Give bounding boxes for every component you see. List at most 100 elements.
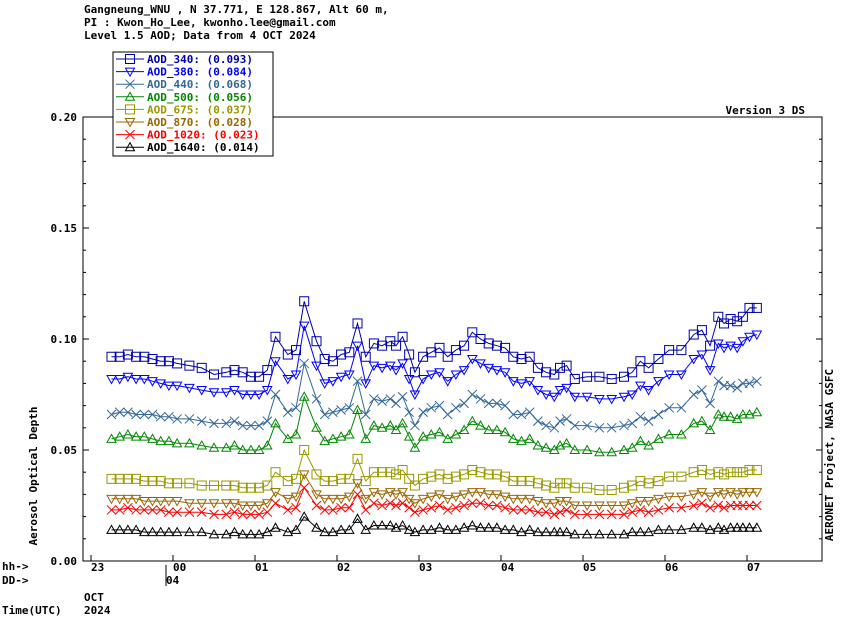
data-point bbox=[697, 385, 707, 395]
data-point bbox=[442, 433, 454, 443]
data-point bbox=[718, 490, 730, 500]
version-label: Version 3 DS bbox=[726, 104, 805, 117]
data-point bbox=[516, 494, 527, 505]
data-point bbox=[626, 499, 638, 509]
data-point bbox=[664, 402, 674, 413]
data-point bbox=[582, 482, 593, 493]
data-point bbox=[475, 488, 486, 498]
data-point bbox=[524, 433, 536, 443]
data-point bbox=[581, 444, 593, 454]
data-point bbox=[163, 478, 174, 489]
data-point bbox=[368, 420, 380, 430]
data-point bbox=[458, 424, 470, 435]
data-point bbox=[751, 464, 762, 475]
data-point bbox=[643, 440, 654, 450]
data-point bbox=[319, 435, 331, 446]
data-point bbox=[344, 473, 355, 484]
data-point bbox=[442, 524, 454, 534]
data-point bbox=[138, 526, 150, 537]
data-point bbox=[508, 505, 519, 515]
data-point bbox=[253, 390, 265, 401]
data-point bbox=[697, 498, 707, 509]
data-point bbox=[220, 499, 232, 509]
y-tick-label: 0.10 bbox=[51, 333, 78, 346]
data-point bbox=[385, 498, 396, 509]
data-point bbox=[483, 338, 494, 349]
data-point bbox=[298, 321, 310, 332]
data-point bbox=[606, 501, 618, 512]
data-point bbox=[131, 505, 141, 515]
data-point bbox=[196, 480, 207, 491]
data-point bbox=[663, 428, 675, 439]
data-point bbox=[725, 314, 736, 325]
data-point bbox=[475, 359, 486, 369]
data-point bbox=[704, 492, 716, 503]
data-point bbox=[336, 473, 347, 484]
data-point bbox=[635, 411, 646, 422]
data-point bbox=[270, 389, 281, 400]
data-point bbox=[282, 494, 294, 505]
data-point bbox=[475, 394, 486, 404]
data-point bbox=[155, 411, 166, 422]
legend-item: AOD_1640: (0.014) bbox=[116, 141, 260, 154]
data-point bbox=[229, 526, 240, 537]
y-axis-label: Aerosol Optical Depth bbox=[27, 406, 40, 545]
data-point bbox=[450, 492, 462, 503]
data-point bbox=[704, 524, 716, 534]
data-point bbox=[327, 433, 339, 443]
data-point bbox=[483, 398, 494, 409]
data-point bbox=[554, 497, 566, 507]
data-point bbox=[290, 428, 302, 439]
data-point bbox=[130, 494, 142, 505]
data-point bbox=[499, 492, 511, 503]
data-point bbox=[718, 524, 730, 534]
data-point bbox=[751, 406, 763, 417]
data-point bbox=[442, 505, 453, 515]
series-line bbox=[111, 486, 757, 515]
data-point bbox=[368, 361, 380, 372]
data-point bbox=[377, 500, 387, 511]
data-point bbox=[155, 497, 167, 507]
data-point bbox=[582, 420, 592, 431]
legend-marker bbox=[125, 129, 135, 140]
hh-row-label: hh-> bbox=[2, 560, 29, 573]
data-point bbox=[569, 420, 580, 431]
data-point bbox=[676, 428, 687, 439]
data-point bbox=[635, 435, 646, 446]
data-point bbox=[172, 358, 183, 369]
data-point bbox=[676, 402, 687, 413]
x-tick-label: 01 bbox=[255, 561, 269, 574]
data-point bbox=[114, 494, 126, 505]
data-point bbox=[508, 476, 519, 487]
data-point bbox=[352, 489, 363, 500]
data-point bbox=[327, 476, 338, 487]
data-point bbox=[196, 526, 208, 537]
data-point bbox=[403, 431, 415, 441]
data-point bbox=[237, 501, 249, 512]
data-point bbox=[500, 342, 511, 353]
data-point bbox=[106, 433, 117, 443]
data-point bbox=[403, 524, 415, 534]
data-point bbox=[676, 524, 687, 534]
data-point bbox=[663, 370, 675, 381]
data-point bbox=[335, 524, 347, 534]
data-point bbox=[561, 497, 572, 507]
data-point bbox=[569, 482, 580, 493]
data-point bbox=[229, 386, 240, 396]
data-point bbox=[524, 407, 535, 418]
data-point bbox=[245, 371, 256, 382]
data-point bbox=[229, 507, 240, 518]
data-point bbox=[532, 478, 543, 489]
data-point bbox=[397, 519, 408, 530]
data-point bbox=[139, 351, 150, 362]
data-point bbox=[664, 471, 675, 482]
data-point bbox=[619, 509, 629, 520]
data-point bbox=[131, 473, 142, 484]
data-point bbox=[555, 416, 565, 426]
data-point bbox=[676, 471, 687, 482]
legend-marker bbox=[125, 104, 135, 115]
data-point bbox=[594, 501, 605, 512]
data-point bbox=[298, 391, 310, 401]
data-point bbox=[653, 409, 664, 420]
data-point bbox=[606, 528, 618, 539]
